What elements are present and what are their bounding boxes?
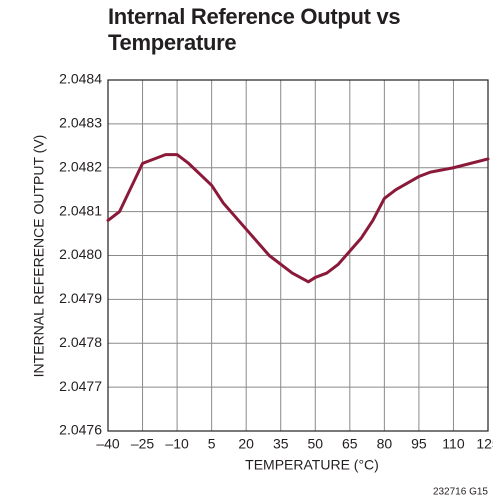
y-tick-label: 2.0483 [59,115,102,131]
y-tick-label: 2.0477 [59,378,102,394]
x-tick-label: 35 [273,436,289,452]
x-tick-label: 110 [442,436,465,452]
x-axis-label: TEMPERATURE (°C) [245,457,379,473]
x-tick-label: 50 [307,436,323,452]
y-axis-label: INTERNAL REFERENCE OUTPUT (V) [31,135,47,378]
y-tick-label: 2.0476 [59,422,102,438]
y-tick-label: 2.0478 [59,334,102,350]
x-tick-label: –10 [165,436,189,452]
x-tick-label: 95 [411,436,427,452]
plot-frame [107,79,489,432]
x-tick-label: 20 [238,436,254,452]
x-tick-label: 125 [476,436,493,452]
data-line [106,153,490,284]
x-tick-label: –40 [96,436,120,452]
x-tick-label: –25 [131,436,155,452]
y-tick-label: 2.0484 [59,71,102,87]
y-tick-label: 2.0481 [59,202,102,218]
x-tick-label: 80 [377,436,393,452]
figure-note: 232716 G15 [433,487,488,498]
y-tick-label: 2.0479 [59,290,102,306]
x-tick-label: 65 [342,436,358,452]
chart-title: Internal Reference Output vs Temperature [108,4,401,55]
x-tick-label: 5 [208,436,216,452]
y-tick-label: 2.0480 [59,246,102,262]
y-tick-label: 2.0482 [59,158,102,174]
